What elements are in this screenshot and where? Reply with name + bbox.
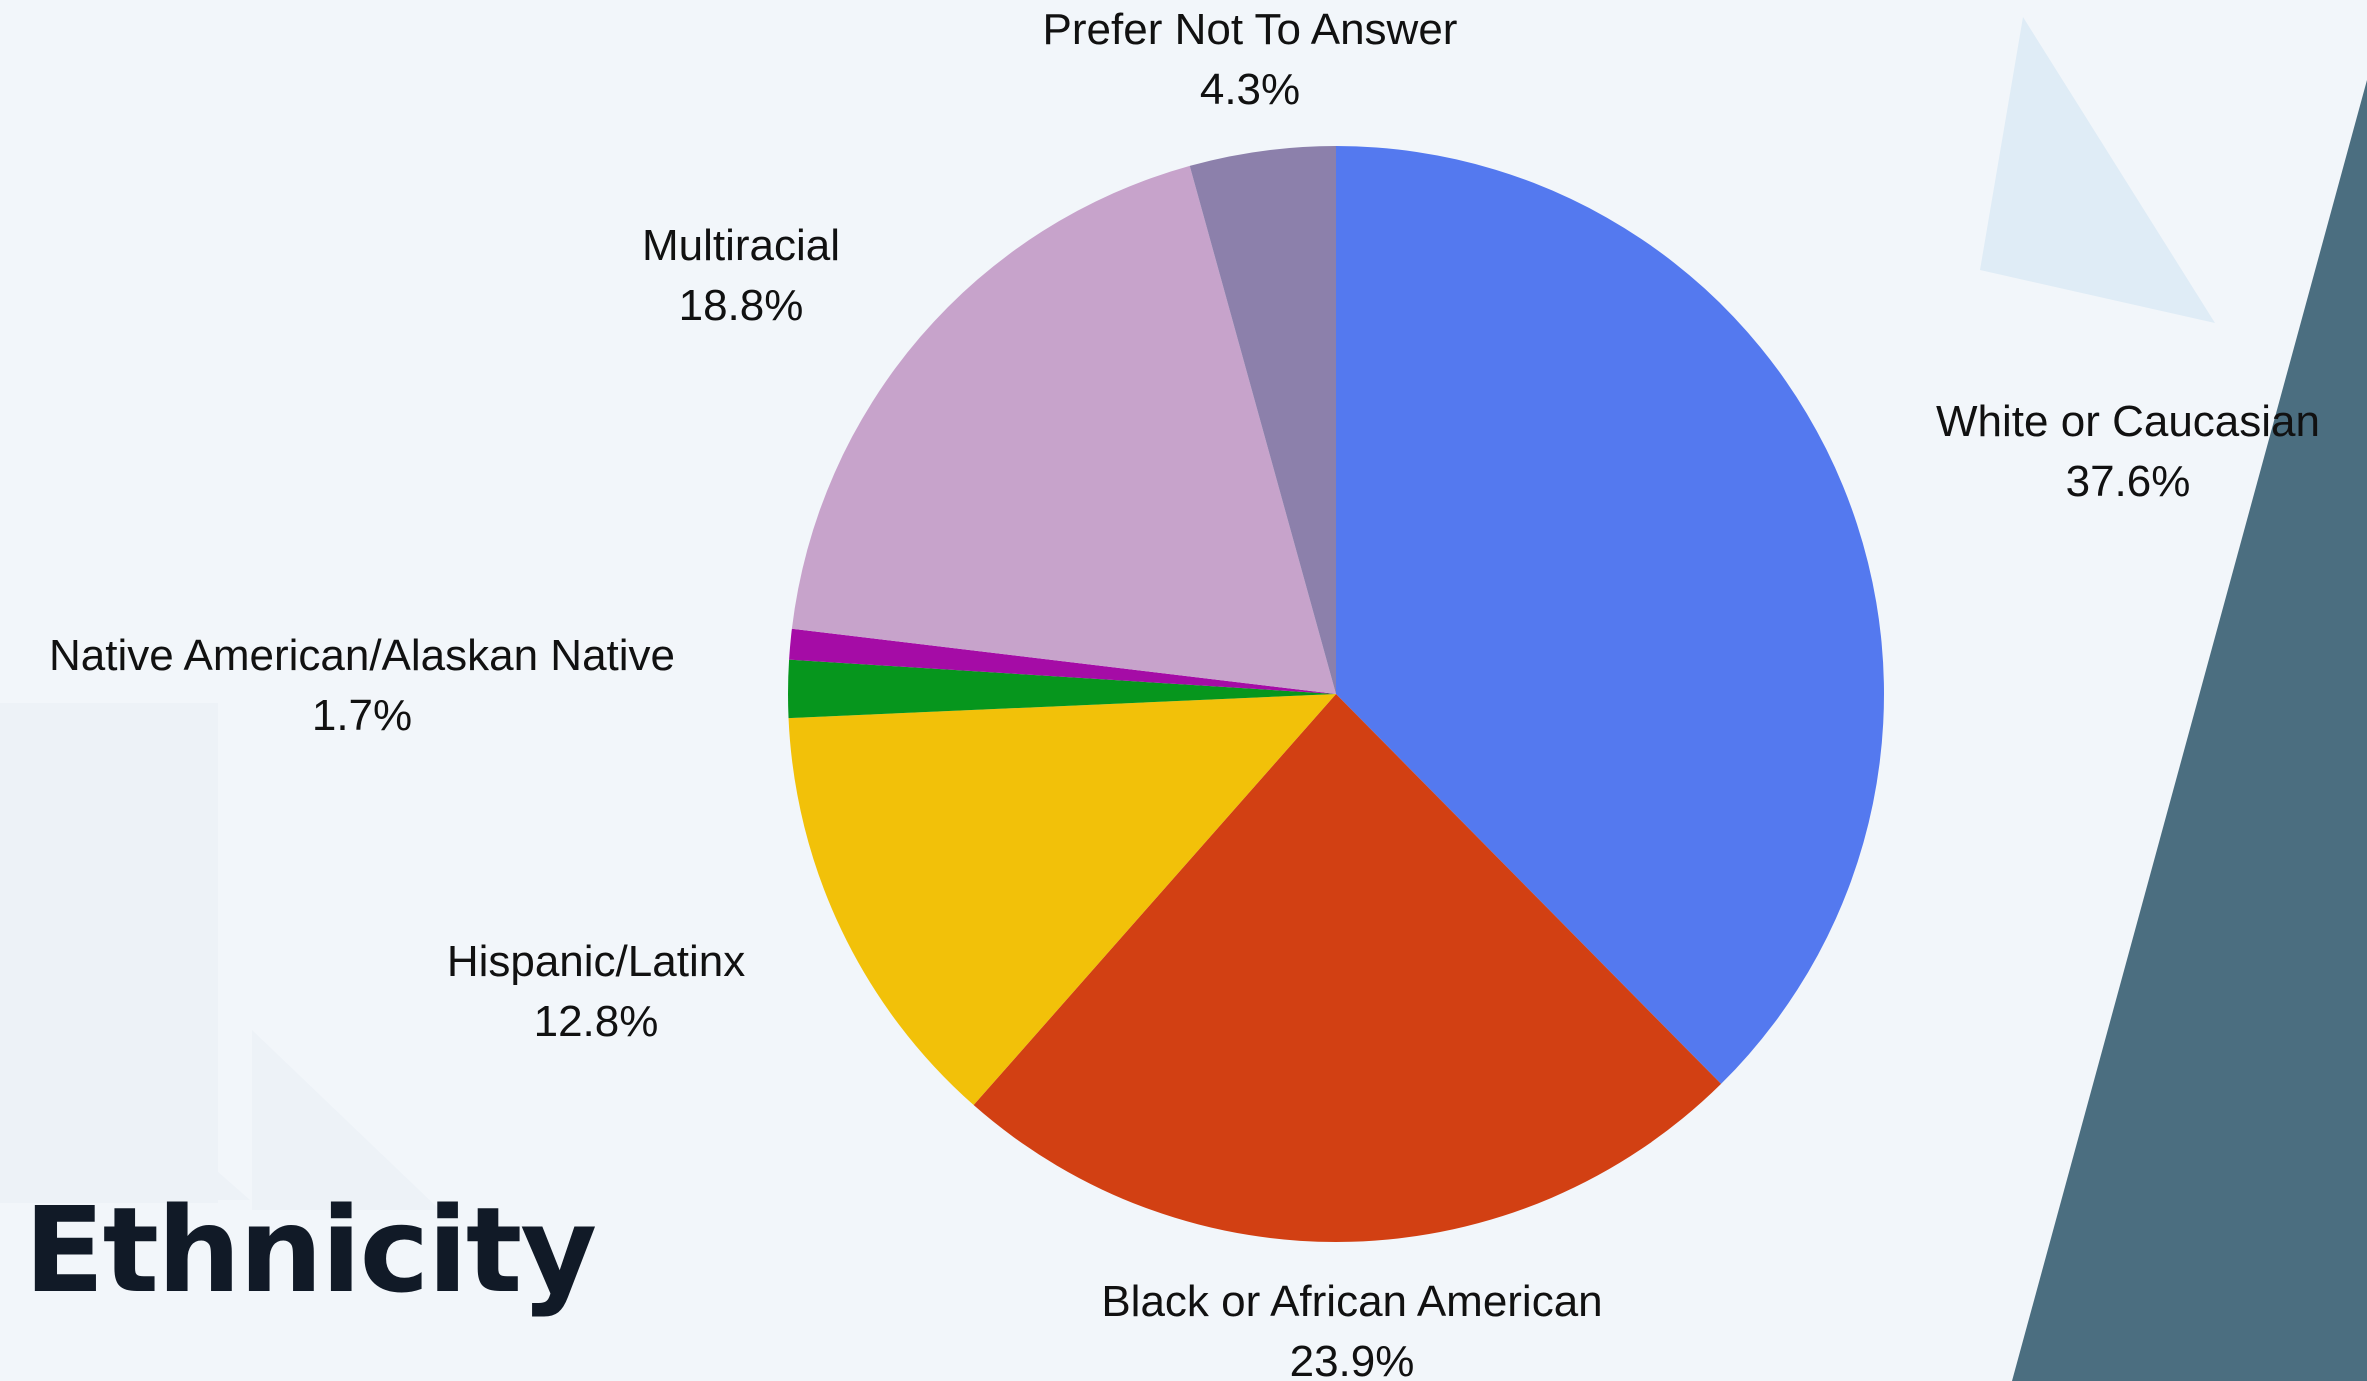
slice-label-value: 18.8% [678, 281, 804, 330]
slice-label: Black or African American 23.9% [1101, 1272, 1602, 1381]
slice-label: White or Caucasian 37.6% [1936, 392, 2320, 512]
background-dark-band [2012, 80, 2367, 1381]
background-faint-triangle [0, 980, 250, 1200]
pie-slice [788, 694, 1336, 1106]
background-faint-wedge [252, 1030, 440, 1210]
slice-label-name: Multiracial [641, 221, 841, 270]
pie-slices [787, 146, 1884, 1242]
slice-label-name: Prefer Not To Answer [1042, 5, 1458, 54]
slice-label-value: 4.3% [1199, 65, 1301, 114]
slice-label: Prefer Not To Answer 4.3% [1043, 0, 1458, 120]
slice-label: Multiracial 18.8% [642, 216, 840, 336]
pie-slice [1336, 146, 1884, 1084]
slice-label: Hispanic/Latinx 12.8% [447, 932, 745, 1052]
slice-label-value: 1.7% [311, 691, 413, 740]
pie-slice [1189, 146, 1336, 694]
slice-label-name: Black or African American [1101, 1277, 1603, 1326]
slice-label-name: White or Caucasian [1936, 397, 2320, 446]
slice-label-name: Native American/Alaskan Native [48, 631, 676, 680]
slice-label-value: 37.6% [2065, 457, 2191, 506]
pie-slice [791, 165, 1336, 694]
slice-label-value: 12.8% [533, 997, 659, 1046]
chart-title: Ethnicity [24, 1181, 597, 1319]
pie-slice [787, 659, 1336, 719]
pie-slice [789, 628, 1336, 694]
slice-label: Native American/Alaskan Native 1.7% [49, 626, 675, 746]
slice-label-value: 23.9% [1289, 1337, 1415, 1381]
pie-slice [973, 694, 1722, 1242]
background-light-triangle [1980, 17, 2215, 323]
slice-label-name: Hispanic/Latinx [446, 937, 746, 986]
